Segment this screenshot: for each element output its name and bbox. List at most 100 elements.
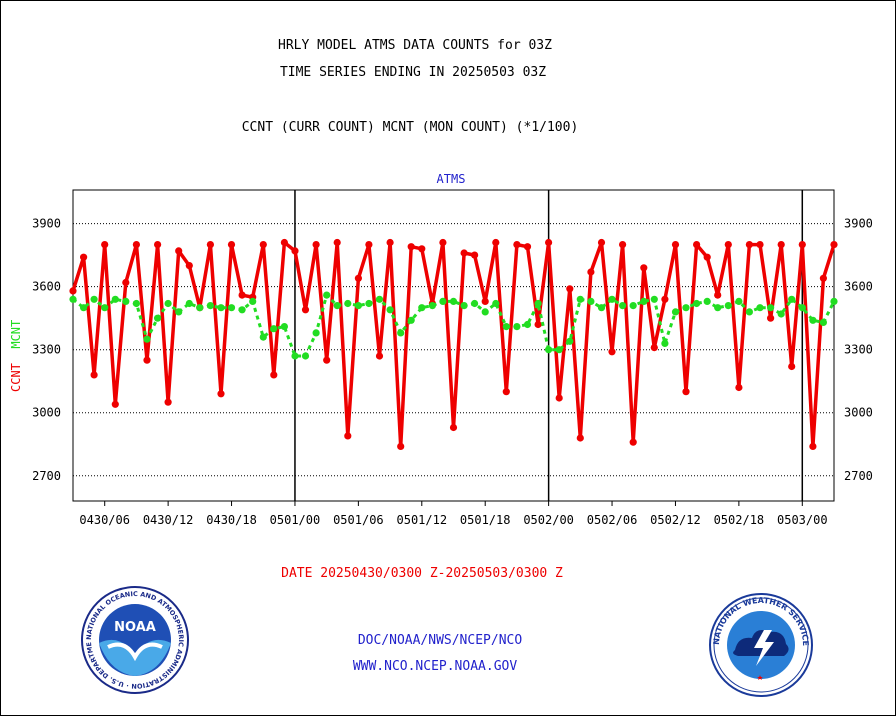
data-point-ccnt <box>788 362 796 371</box>
data-point-mcnt <box>365 299 373 308</box>
data-point-mcnt <box>238 306 246 314</box>
data-point-ccnt <box>724 241 732 249</box>
data-point-mcnt <box>249 297 257 305</box>
data-point-mcnt <box>407 316 415 324</box>
data-point-ccnt <box>301 306 310 314</box>
data-point-mcnt <box>735 297 743 305</box>
data-point-mcnt <box>492 299 500 308</box>
data-point-mcnt <box>756 304 764 312</box>
data-point-mcnt <box>101 304 109 312</box>
data-point-mcnt <box>312 329 320 337</box>
data-point-ccnt <box>386 238 394 247</box>
data-point-ccnt <box>819 274 828 282</box>
data-point-mcnt <box>386 306 394 314</box>
x-tick-label: 0502/00 <box>523 513 574 527</box>
data-point-mcnt <box>270 325 278 333</box>
data-point-ccnt <box>830 241 838 249</box>
y-tick-label-left: 3900 <box>32 217 61 231</box>
x-tick-label: 0501/06 <box>333 513 384 527</box>
data-point-ccnt <box>555 394 563 402</box>
data-point-ccnt <box>122 278 130 287</box>
noaa-logo: NATIONAL OCEANIC AND ATMOSPHERIC ADMINIS… <box>80 585 189 694</box>
data-point-ccnt <box>608 348 616 356</box>
data-point-mcnt <box>217 304 225 312</box>
data-point-mcnt <box>111 295 119 303</box>
data-point-ccnt <box>735 383 743 392</box>
y-tick-label-left: 2700 <box>32 469 61 483</box>
data-point-mcnt <box>375 295 384 303</box>
data-point-ccnt <box>576 434 584 442</box>
data-point-mcnt <box>481 308 489 316</box>
data-point-ccnt <box>767 314 775 322</box>
data-point-ccnt <box>798 241 806 249</box>
data-point-mcnt <box>143 335 151 343</box>
data-point-mcnt <box>471 299 479 308</box>
data-point-ccnt <box>365 241 373 249</box>
data-point-mcnt <box>819 318 828 326</box>
data-point-mcnt <box>745 308 754 316</box>
data-point-ccnt <box>132 241 140 249</box>
x-tick-label: 0502/06 <box>587 513 638 527</box>
y-tick-label-right: 2700 <box>844 469 873 483</box>
data-point-mcnt <box>196 304 204 312</box>
data-point-ccnt <box>259 241 267 249</box>
data-point-mcnt <box>640 297 648 305</box>
data-point-mcnt <box>555 346 563 354</box>
data-point-ccnt <box>143 356 151 364</box>
data-point-ccnt <box>175 247 183 255</box>
data-point-ccnt <box>619 241 627 249</box>
nws-star-icon <box>757 675 763 680</box>
data-point-mcnt <box>587 297 595 305</box>
data-point-ccnt <box>492 238 500 247</box>
plot-area-border <box>72 189 835 502</box>
org-line: DOC/NOAA/NWS/NCEP/NCO <box>357 633 523 648</box>
data-point-ccnt <box>597 238 606 247</box>
data-point-mcnt <box>767 304 775 312</box>
data-point-ccnt <box>502 388 510 396</box>
data-point-mcnt <box>502 323 510 331</box>
data-point-ccnt <box>703 253 711 261</box>
data-point-ccnt <box>545 238 553 247</box>
data-point-mcnt <box>69 295 77 303</box>
data-point-ccnt <box>661 295 669 303</box>
data-point-ccnt <box>418 245 426 253</box>
y-tick-label-right: 3000 <box>844 406 873 420</box>
data-point-mcnt <box>513 323 521 331</box>
data-point-ccnt <box>714 291 722 299</box>
data-point-ccnt <box>312 241 320 249</box>
data-point-ccnt <box>809 442 817 450</box>
data-point-mcnt <box>597 304 606 312</box>
y-tick-label-right: 3300 <box>844 343 873 357</box>
y-tick-label-right: 3900 <box>844 217 873 231</box>
data-point-mcnt <box>460 302 468 310</box>
series-line-ccnt <box>71 240 836 449</box>
nws-logo: NATIONAL WEATHER SERVICE <box>709 593 813 697</box>
data-point-ccnt <box>439 238 447 247</box>
data-point-ccnt <box>481 297 489 305</box>
x-tick-label: 0502/12 <box>650 513 701 527</box>
data-point-ccnt <box>164 398 172 406</box>
data-point-ccnt <box>154 241 162 249</box>
data-point-mcnt <box>661 339 669 347</box>
data-point-mcnt <box>608 295 616 303</box>
data-point-ccnt <box>185 262 193 270</box>
data-point-ccnt <box>397 442 405 450</box>
data-point-ccnt <box>534 320 542 329</box>
y-tick-label-right: 3600 <box>844 280 873 294</box>
data-point-ccnt <box>344 432 352 440</box>
data-point-mcnt <box>354 302 362 310</box>
data-point-mcnt <box>523 320 532 329</box>
x-tick-label: 0430/18 <box>206 513 257 527</box>
y-tick-label-left: 3000 <box>32 406 61 420</box>
data-point-ccnt <box>523 243 532 251</box>
x-tick-label: 0501/18 <box>460 513 511 527</box>
data-point-ccnt <box>671 241 680 249</box>
data-point-ccnt <box>693 241 701 249</box>
data-point-ccnt <box>449 423 458 432</box>
x-tick-label: 0430/12 <box>143 513 194 527</box>
x-tick-label: 0501/00 <box>270 513 321 527</box>
data-point-ccnt <box>206 241 214 249</box>
data-point-ccnt <box>238 291 246 299</box>
data-point-mcnt <box>545 346 553 354</box>
data-point-mcnt <box>323 291 331 299</box>
